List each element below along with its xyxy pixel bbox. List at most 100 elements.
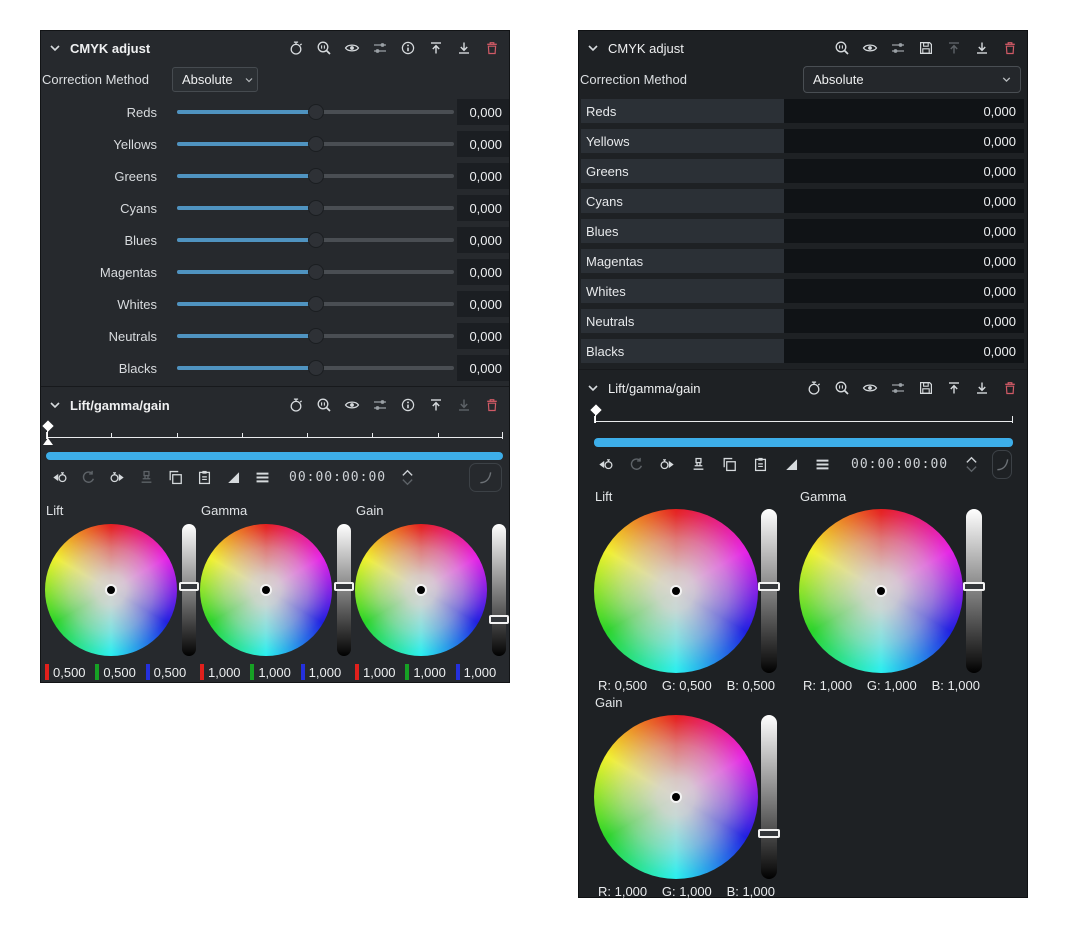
- delete-icon[interactable]: [1002, 380, 1018, 396]
- neutrals-slider[interactable]: [177, 328, 454, 344]
- wheel-cursor[interactable]: [877, 587, 885, 595]
- yellows-value[interactable]: 0,000: [784, 129, 1024, 153]
- info-icon[interactable]: [400, 397, 416, 413]
- wheel-cursor[interactable]: [107, 586, 115, 594]
- slider-handle[interactable]: [307, 296, 324, 312]
- menu-icon[interactable]: [254, 469, 271, 486]
- gamma-red-value[interactable]: 1,000: [200, 664, 248, 680]
- lift-blue-value[interactable]: 0,500: [145, 664, 194, 680]
- slider-handle[interactable]: [758, 582, 780, 592]
- previous-keyframe-icon[interactable]: [597, 456, 614, 473]
- cyans-value[interactable]: 0,000: [784, 189, 1024, 213]
- keyframe-ruler[interactable]: [42, 420, 503, 447]
- gain-red-value[interactable]: 1,000: [355, 664, 403, 680]
- reds-value[interactable]: 0,000: [457, 99, 509, 125]
- slider-handle[interactable]: [307, 360, 324, 376]
- adjust-icon[interactable]: [372, 40, 388, 56]
- paste-keyframes-icon[interactable]: [752, 456, 769, 473]
- gain-color-wheel[interactable]: [355, 524, 487, 656]
- wheel-cursor[interactable]: [417, 586, 425, 594]
- neutrals-value[interactable]: 0,000: [784, 309, 1024, 333]
- red-value[interactable]: R: 0,500: [598, 678, 648, 693]
- eye-icon[interactable]: [862, 40, 878, 56]
- timer-icon[interactable]: [288, 397, 304, 413]
- move-up-icon[interactable]: [428, 397, 444, 413]
- magentas-value[interactable]: 0,000: [784, 249, 1024, 273]
- yellows-slider[interactable]: [177, 136, 454, 152]
- lift-level-slider[interactable]: [179, 524, 199, 656]
- lift-color-wheel[interactable]: [594, 509, 758, 673]
- lift-green-value[interactable]: 0,500: [95, 664, 143, 680]
- collapse-chevron-icon[interactable]: [585, 380, 601, 396]
- keyframe-zoom-bar[interactable]: [46, 452, 503, 460]
- zoom-icon[interactable]: [834, 380, 850, 396]
- slider-handle[interactable]: [307, 264, 324, 280]
- copy-keyframes-icon[interactable]: [167, 469, 184, 486]
- gamma-color-wheel[interactable]: [799, 509, 963, 673]
- keyframe-marker[interactable]: [590, 404, 602, 416]
- keyframe-ruler[interactable]: [590, 404, 1013, 433]
- lift-red-value[interactable]: 0,500: [45, 664, 93, 680]
- blacks-value[interactable]: 0,000: [784, 339, 1024, 363]
- green-value[interactable]: G: 1,000: [866, 678, 917, 693]
- menu-icon[interactable]: [814, 456, 831, 473]
- ease-curve-button[interactable]: [469, 462, 502, 492]
- copy-keyframes-icon[interactable]: [721, 456, 738, 473]
- gamma-level-slider[interactable]: [963, 509, 985, 673]
- save-icon[interactable]: [918, 380, 934, 396]
- gamma-blue-value[interactable]: 1,000: [300, 664, 349, 680]
- move-down-icon[interactable]: [974, 40, 990, 56]
- magentas-slider[interactable]: [177, 264, 454, 280]
- timecode-spinner[interactable]: [965, 456, 978, 473]
- slider-handle[interactable]: [489, 615, 509, 625]
- collapse-chevron-icon[interactable]: [585, 40, 601, 56]
- collapse-chevron-icon[interactable]: [47, 397, 63, 413]
- paste-keyframes-icon[interactable]: [196, 469, 213, 486]
- eye-icon[interactable]: [862, 380, 878, 396]
- wheel-cursor[interactable]: [672, 793, 680, 801]
- correction-method-select[interactable]: Absolute: [171, 67, 258, 92]
- zoom-icon[interactable]: [316, 397, 332, 413]
- correction-method-select[interactable]: Absolute: [803, 66, 1021, 93]
- gain-green-value[interactable]: 1,000: [405, 664, 453, 680]
- timecode-field[interactable]: 00:00:00:00: [289, 469, 387, 485]
- magentas-value[interactable]: 0,000: [457, 259, 509, 285]
- blacks-value[interactable]: 0,000: [457, 355, 509, 381]
- stamp-icon[interactable]: [138, 469, 155, 486]
- whites-value[interactable]: 0,000: [457, 291, 509, 317]
- triangle-icon[interactable]: [225, 469, 242, 486]
- adjust-icon[interactable]: [890, 40, 906, 56]
- greens-value[interactable]: 0,000: [457, 163, 509, 189]
- eye-icon[interactable]: [344, 40, 360, 56]
- move-down-icon[interactable]: [456, 40, 472, 56]
- move-down-icon[interactable]: [974, 380, 990, 396]
- gain-blue-value[interactable]: 1,000: [455, 664, 504, 680]
- center-keyframe-icon[interactable]: [80, 469, 97, 486]
- reds-value[interactable]: 0,000: [784, 99, 1024, 123]
- gamma-level-slider[interactable]: [334, 524, 354, 656]
- timer-icon[interactable]: [288, 40, 304, 56]
- whites-slider[interactable]: [177, 296, 454, 312]
- greens-slider[interactable]: [177, 168, 454, 184]
- slider-handle[interactable]: [307, 200, 324, 216]
- move-up-icon[interactable]: [428, 40, 444, 56]
- zoom-icon[interactable]: [834, 40, 850, 56]
- slider-handle[interactable]: [307, 104, 324, 120]
- wheel-cursor[interactable]: [672, 587, 680, 595]
- save-icon[interactable]: [918, 40, 934, 56]
- blues-slider[interactable]: [177, 232, 454, 248]
- info-icon[interactable]: [400, 40, 416, 56]
- gain-level-slider[interactable]: [489, 524, 509, 656]
- adjust-icon[interactable]: [890, 380, 906, 396]
- reds-slider[interactable]: [177, 104, 454, 120]
- playhead-marker[interactable]: [43, 438, 53, 445]
- slider-handle[interactable]: [334, 582, 354, 592]
- whites-value[interactable]: 0,000: [784, 279, 1024, 303]
- greens-value[interactable]: 0,000: [784, 159, 1024, 183]
- delete-icon[interactable]: [484, 397, 500, 413]
- lift-level-slider[interactable]: [758, 509, 780, 673]
- move-up-icon[interactable]: [946, 380, 962, 396]
- move-up-icon[interactable]: [946, 40, 962, 56]
- gamma-green-value[interactable]: 1,000: [250, 664, 298, 680]
- cyans-slider[interactable]: [177, 200, 454, 216]
